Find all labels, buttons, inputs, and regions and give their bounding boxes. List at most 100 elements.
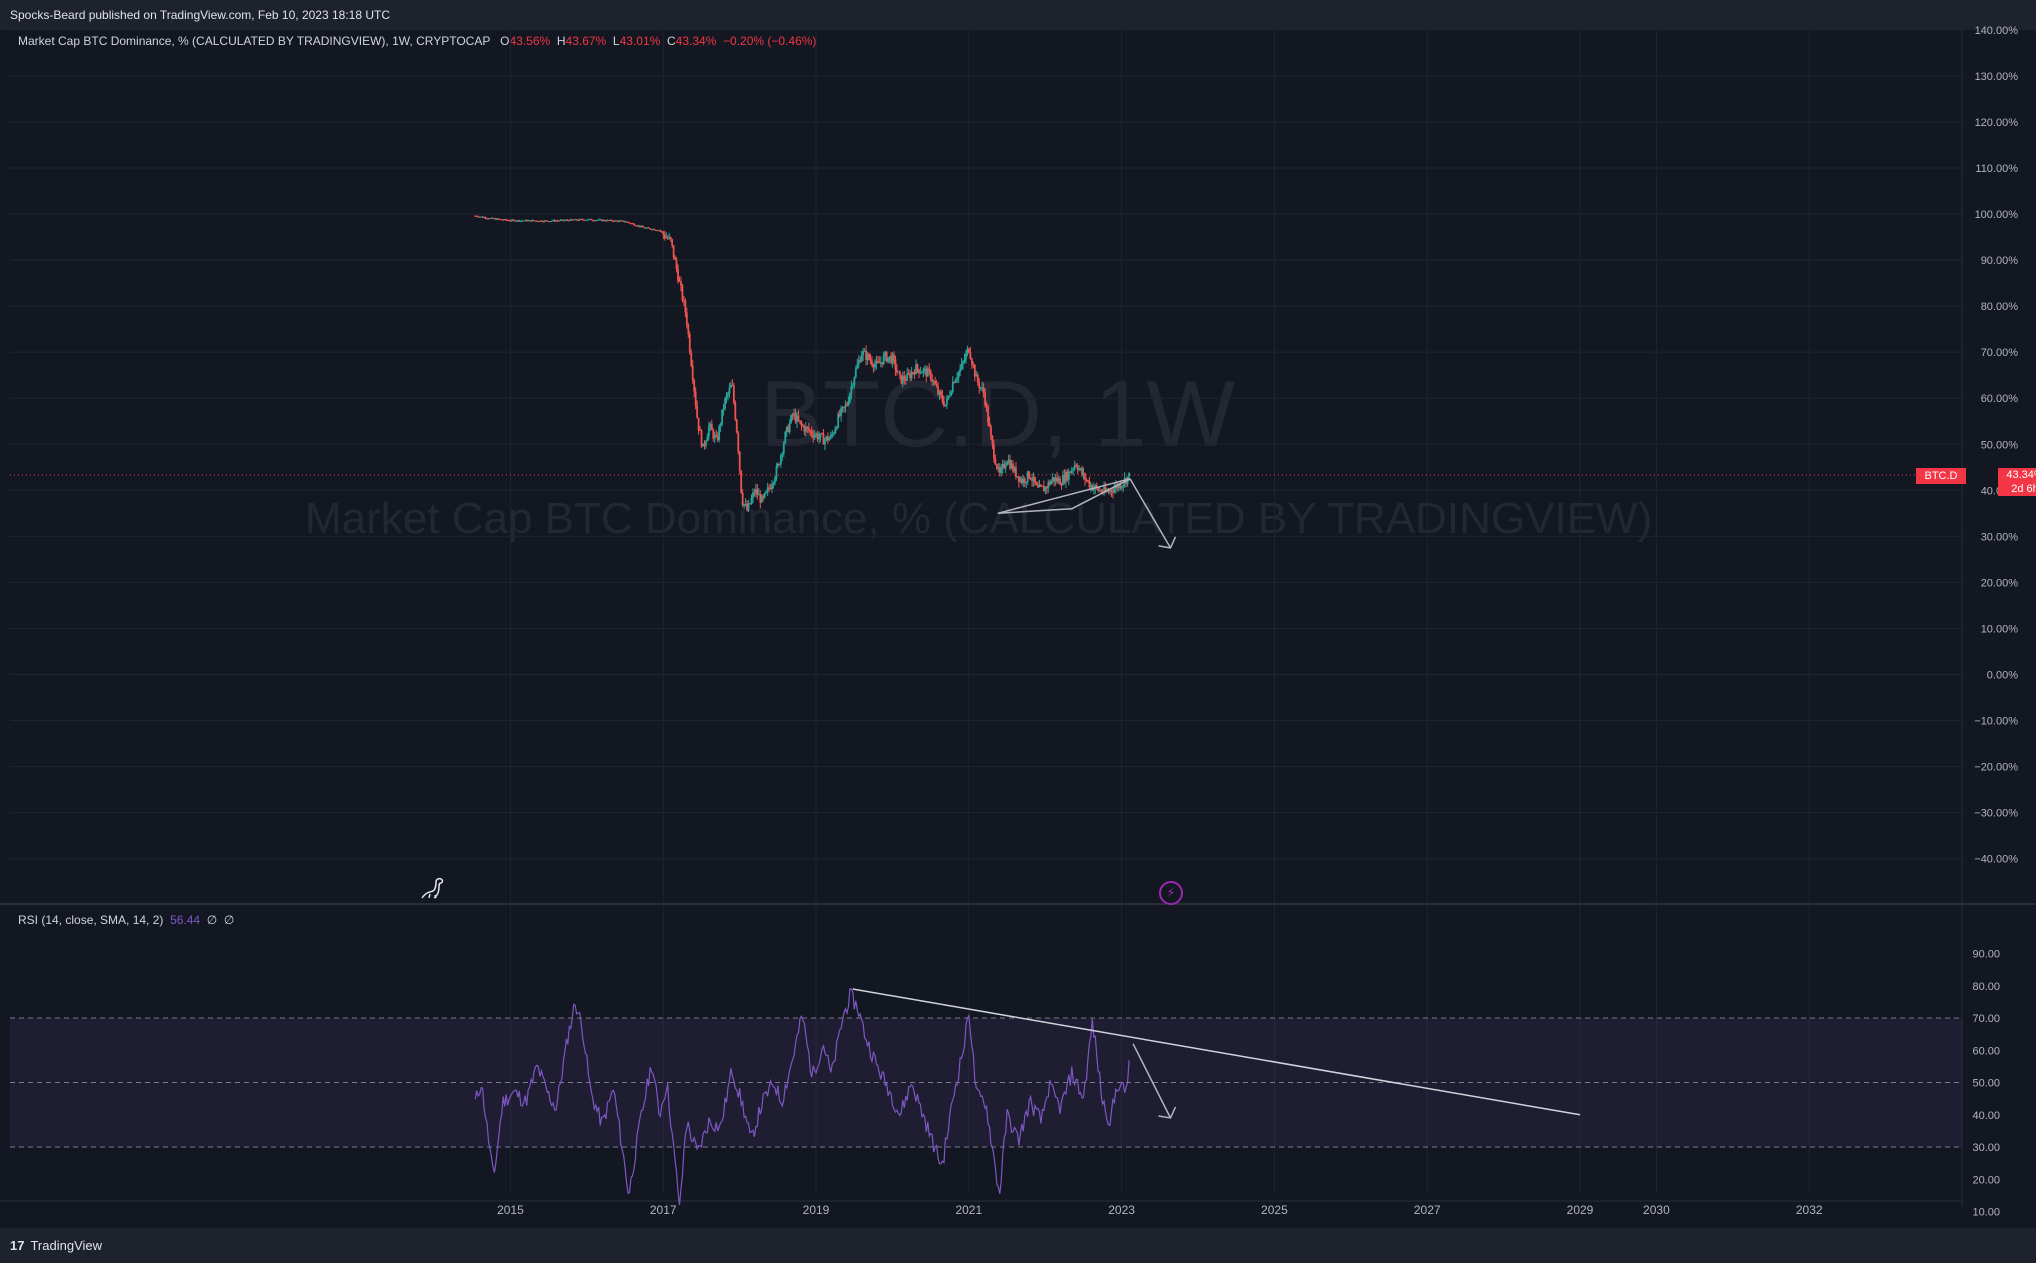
candle-body xyxy=(539,220,541,222)
candle-body xyxy=(1095,485,1098,488)
legend-symbol-name: Market Cap BTC Dominance, % (CALCULATED … xyxy=(18,34,491,48)
time-tick-label: 2019 xyxy=(803,1203,830,1217)
candle-body xyxy=(484,217,487,219)
chart-svg[interactable]: 140.00% 130.00% 120.00% 110.00% 100.00% 90.00… xyxy=(0,0,2036,1228)
candle-body xyxy=(671,239,674,246)
candle-body xyxy=(1112,491,1114,493)
candle-body xyxy=(1000,467,1003,473)
rsi-tick-label: 90.00 xyxy=(1972,949,2000,961)
dinosaur-icon[interactable] xyxy=(418,874,446,902)
candle-body xyxy=(734,402,737,420)
candle-body xyxy=(851,385,854,387)
rsi-legend[interactable]: RSI (14, close, SMA, 14, 2) 56.44 ∅ ∅ xyxy=(18,913,234,927)
candle-body xyxy=(771,484,773,489)
candle-body xyxy=(1045,487,1048,489)
candle-body xyxy=(1056,477,1058,482)
tradingview-logo-icon: 17 xyxy=(10,1238,25,1253)
candle-body xyxy=(511,219,513,221)
candle-body xyxy=(900,374,903,384)
tradingview-logo[interactable]: 17 TradingView xyxy=(10,1238,102,1253)
candle-body xyxy=(566,219,569,221)
candle-body xyxy=(681,285,684,301)
candle-body xyxy=(763,492,766,498)
candle-body xyxy=(1034,476,1036,483)
candle-body xyxy=(849,393,851,402)
candle-body xyxy=(837,414,840,428)
candle-body xyxy=(891,354,894,364)
candle-body xyxy=(859,360,862,362)
candle-body xyxy=(677,269,679,282)
candle-body xyxy=(1032,476,1035,482)
candle-body xyxy=(887,357,890,362)
candle-body xyxy=(1128,472,1130,477)
price-tag-countdown: 2d 6h xyxy=(2011,483,2036,495)
candle-body xyxy=(719,424,722,427)
candle-body xyxy=(945,398,948,405)
candle-body xyxy=(647,227,650,229)
candle-body xyxy=(768,487,771,489)
candle-body xyxy=(525,219,528,222)
candle-body xyxy=(910,372,913,379)
candle-body xyxy=(605,220,607,222)
candle-body xyxy=(655,230,657,232)
candle-body xyxy=(1062,475,1064,485)
candle-body xyxy=(575,219,578,221)
candle-body xyxy=(862,350,865,356)
price-tick-label: 50.00% xyxy=(1981,439,2019,451)
candle-body xyxy=(474,215,477,217)
candle-body xyxy=(481,216,484,218)
candle-body xyxy=(982,387,985,393)
price-tick-label: 0.00% xyxy=(1987,670,2018,682)
candle-body xyxy=(693,380,696,392)
candle-body xyxy=(619,220,622,222)
candle-body xyxy=(694,391,697,406)
candle-body xyxy=(1122,484,1125,487)
candle-body xyxy=(558,220,560,222)
rsi-line xyxy=(474,988,1130,1206)
candle-body xyxy=(480,216,483,218)
candle-body xyxy=(544,220,547,222)
candle-body xyxy=(754,489,757,494)
candle-body xyxy=(509,220,512,222)
time-tick-label: 2021 xyxy=(955,1203,982,1217)
candle-body xyxy=(853,377,856,386)
candle-body xyxy=(962,361,964,364)
price-tick-label: 140.00% xyxy=(1975,25,2019,37)
price-tick-label: −40.00% xyxy=(1974,854,2018,866)
candle-body xyxy=(731,385,734,387)
candle-body xyxy=(643,227,646,229)
candle-body xyxy=(602,219,604,221)
candle-body xyxy=(1044,487,1047,492)
candle-body xyxy=(831,434,834,436)
candle-body xyxy=(522,220,525,222)
candle-body xyxy=(678,281,681,283)
legend-close-label: C xyxy=(666,34,676,48)
candle-body xyxy=(938,391,941,395)
candle-body xyxy=(656,230,659,232)
price-tick-label: 120.00% xyxy=(1975,117,2019,129)
candle-body xyxy=(593,220,596,222)
candle-body xyxy=(922,369,925,373)
candle-body xyxy=(972,364,975,366)
candle-body xyxy=(528,220,531,222)
rsi-line-group xyxy=(474,988,1130,1206)
candle-body xyxy=(1119,484,1122,489)
candle-body xyxy=(759,494,762,503)
legend-high-label: H xyxy=(556,34,566,48)
candle-body xyxy=(659,230,662,232)
lightning-icon[interactable]: ⚡ xyxy=(1159,881,1183,905)
candle-body xyxy=(970,358,973,365)
rsi-tick-label: 80.00 xyxy=(1972,981,2000,993)
candle-body xyxy=(835,427,838,430)
candle-body xyxy=(1070,469,1073,473)
candle-body xyxy=(586,219,588,221)
candle-body xyxy=(847,401,850,406)
candle-body xyxy=(697,417,700,431)
candle-body xyxy=(1006,462,1009,466)
candle-body xyxy=(527,220,530,222)
main-legend[interactable]: Market Cap BTC Dominance, % (CALCULATED … xyxy=(18,34,816,48)
candle-body xyxy=(882,355,885,365)
candle-body xyxy=(816,433,819,440)
rsi-band xyxy=(10,1018,1962,1147)
candle-body xyxy=(863,350,866,352)
